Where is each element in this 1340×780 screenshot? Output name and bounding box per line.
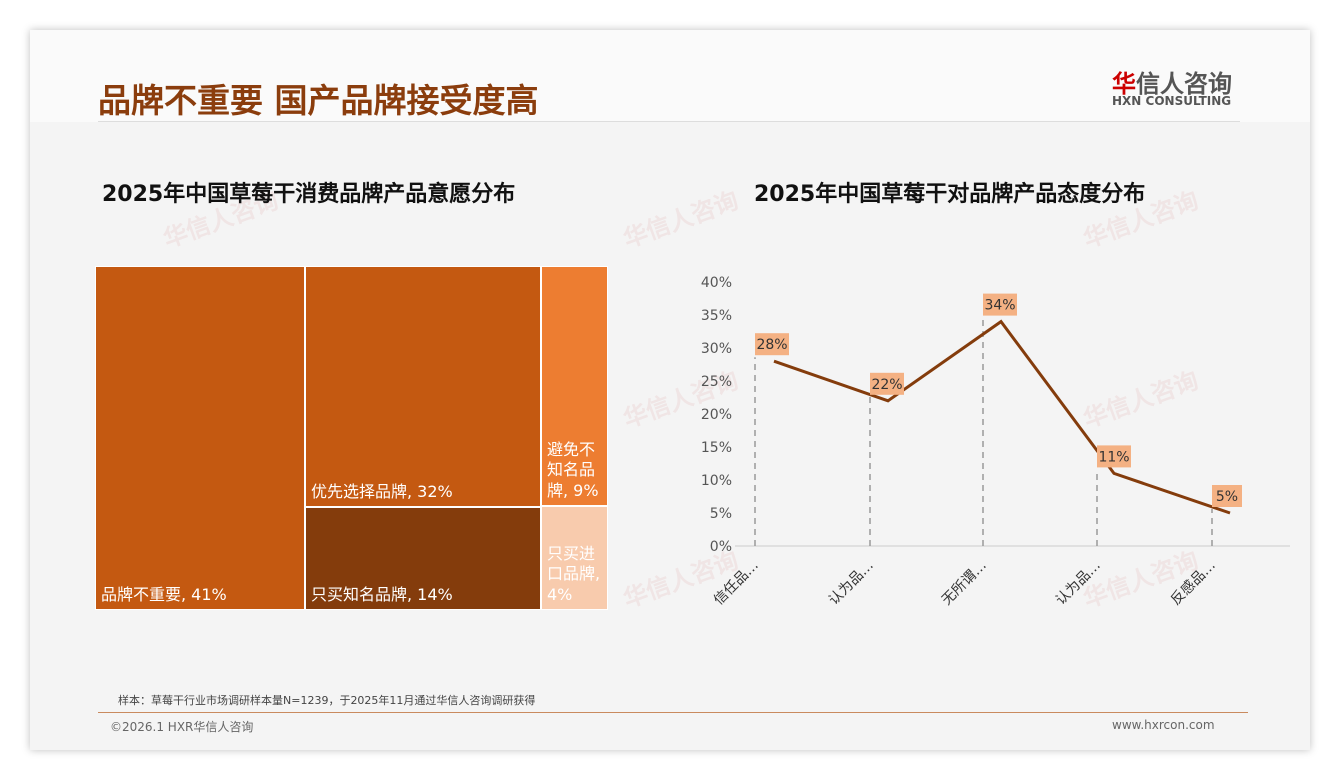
data-label: 5% bbox=[1216, 489, 1238, 505]
data-label: 28% bbox=[756, 337, 787, 353]
y-tick-label: 40% bbox=[701, 275, 732, 291]
y-tick-label: 0% bbox=[710, 539, 732, 555]
y-tick-label: 35% bbox=[701, 308, 732, 324]
data-label-bg bbox=[1097, 445, 1131, 468]
line-chart: 0% 5% 10% 15% 20% 25% 30% 35% 40% 信任品… 认为品… 无所谓… 认为品… bbox=[701, 275, 1290, 609]
data-label: 11% bbox=[1098, 449, 1129, 465]
treemap-tile: 品牌不重要, 41% bbox=[95, 266, 305, 610]
y-tick-label: 20% bbox=[701, 407, 732, 423]
treemap-title: 2025年中国草莓干消费品牌产品意愿分布 bbox=[102, 182, 516, 207]
x-tick-label: 认为品… bbox=[1053, 558, 1104, 609]
data-label: 22% bbox=[871, 377, 902, 393]
treemap-tile: 只买知名品牌, 14% bbox=[305, 507, 541, 610]
y-tick-label: 15% bbox=[701, 440, 732, 456]
logo: 华信人咨询 bbox=[1112, 70, 1232, 98]
treemap-label: 优先选择品牌, 32% bbox=[311, 482, 453, 502]
data-label: 34% bbox=[984, 298, 1015, 314]
y-tick-label: 5% bbox=[710, 506, 732, 522]
x-tick-label: 信任品… bbox=[711, 558, 762, 609]
y-tick-label: 25% bbox=[701, 374, 732, 390]
slide: 品牌不重要 国产品牌接受度高 华信人咨询 HXN CONSULTING 华信人咨… bbox=[30, 30, 1310, 750]
x-tick-label: 认为品… bbox=[826, 558, 877, 609]
treemap-tile: 优先选择品牌, 32% bbox=[305, 266, 541, 507]
treemap-label: 避免不知名品牌, 9% bbox=[547, 439, 599, 501]
divider bbox=[98, 121, 1240, 122]
treemap-label: 只买知名品牌, 14% bbox=[311, 585, 453, 605]
data-label-bg bbox=[1212, 485, 1242, 507]
treemap-label: 只买进口品牌, 4% bbox=[547, 543, 601, 605]
treemap-tile: 只买进口品牌, 4% bbox=[541, 506, 608, 610]
data-label-bg bbox=[870, 372, 904, 395]
treemap-tile: 避免不知名品牌, 9% bbox=[541, 266, 608, 506]
header bbox=[30, 30, 1310, 122]
data-label-bg bbox=[983, 293, 1017, 316]
y-tick-label: 30% bbox=[701, 341, 732, 357]
treemap-label: 品牌不重要, 41% bbox=[101, 585, 227, 605]
x-tick-label: 无所谓… bbox=[939, 558, 990, 609]
logo-en: HXN CONSULTING bbox=[1112, 94, 1232, 108]
x-tick-label: 反感品… bbox=[1167, 557, 1219, 609]
footer-divider bbox=[98, 712, 1248, 713]
line-chart-title: 2025年中国草莓干对品牌产品态度分布 bbox=[754, 182, 1146, 207]
data-label-bg bbox=[755, 333, 789, 356]
sample-note: 样本：草莓干行业市场调研样本量N=1239，于2025年11月通过华信人咨询调研… bbox=[118, 694, 536, 707]
website-link[interactable]: www.hxrcon.com bbox=[1112, 718, 1215, 732]
page-title: 品牌不重要 国产品牌接受度高 bbox=[98, 81, 539, 120]
y-tick-label: 10% bbox=[701, 473, 732, 489]
series-line bbox=[773, 319, 1231, 515]
copyright: ©2026.1 HXR华信人咨询 bbox=[110, 720, 254, 734]
